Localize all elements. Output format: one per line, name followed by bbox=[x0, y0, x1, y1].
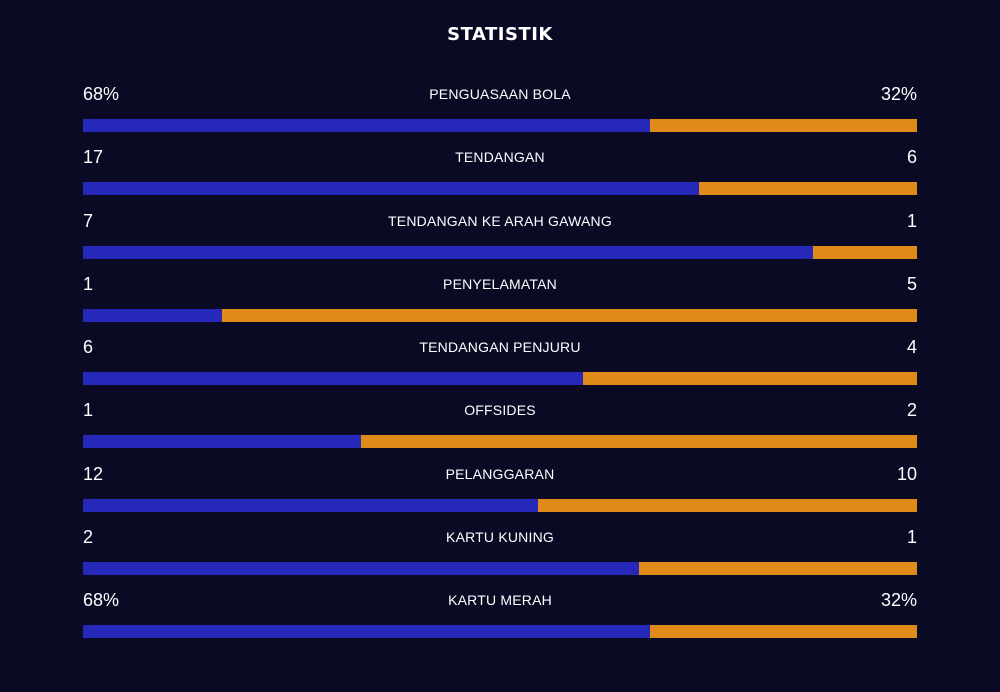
away-bar bbox=[222, 308, 917, 322]
stat-row-red-cards: 68% KARTU MERAH 32% bbox=[83, 586, 917, 649]
home-bar bbox=[83, 435, 361, 449]
away-bar bbox=[812, 245, 917, 259]
stat-label: TENDANGAN KE ARAH GAWANG bbox=[388, 212, 612, 229]
comparison-bar bbox=[83, 308, 917, 322]
home-value: 68% bbox=[83, 590, 120, 611]
home-value: 17 bbox=[83, 147, 104, 168]
away-value: 4 bbox=[906, 337, 917, 358]
home-bar bbox=[83, 562, 640, 576]
away-value: 1 bbox=[906, 527, 917, 548]
comparison-bar bbox=[83, 119, 917, 132]
stat-label: PENYELAMATAN bbox=[443, 275, 557, 292]
home-bar bbox=[83, 245, 813, 259]
home-bar bbox=[83, 308, 223, 322]
stat-row-yellow-cards: 2 KARTU KUNING 1 bbox=[83, 523, 917, 586]
home-value: 68% bbox=[83, 84, 120, 104]
stat-label: KARTU MERAH bbox=[448, 592, 552, 609]
home-bar bbox=[83, 182, 700, 196]
comparison-bar bbox=[83, 625, 917, 639]
home-bar bbox=[83, 625, 651, 639]
home-value: 2 bbox=[83, 527, 94, 548]
stat-label: PENGUASAAN BOLA bbox=[429, 86, 571, 102]
away-bar bbox=[699, 182, 917, 196]
stat-label: PELANGGARAN bbox=[445, 465, 555, 482]
stat-row-shots-on-target: 7 TENDANGAN KE ARAH GAWANG 1 bbox=[83, 207, 917, 270]
away-bar bbox=[650, 119, 917, 132]
away-value: 32% bbox=[880, 590, 917, 611]
away-value: 5 bbox=[906, 273, 917, 294]
stat-row-offsides: 1 OFFSIDES 2 bbox=[83, 396, 917, 459]
away-value: 10 bbox=[896, 463, 917, 484]
stat-label: KARTU KUNING bbox=[446, 529, 554, 546]
home-value: 1 bbox=[83, 400, 94, 421]
comparison-bar bbox=[83, 562, 917, 576]
stat-row-fouls: 12 PELANGGARAN 10 bbox=[83, 460, 917, 523]
comparison-bar bbox=[83, 435, 917, 449]
stats-list: 68% PENGUASAAN BOLA 32% 17 TENDANGAN 6 bbox=[83, 80, 917, 650]
stat-row-shots: 17 TENDANGAN 6 bbox=[83, 143, 917, 206]
away-value: 32% bbox=[880, 84, 917, 104]
stat-row-saves: 1 PENYELAMATAN 5 bbox=[83, 270, 917, 333]
home-value: 6 bbox=[83, 337, 94, 358]
home-value: 7 bbox=[83, 210, 94, 231]
stat-label: TENDANGAN bbox=[455, 149, 545, 166]
away-bar bbox=[583, 372, 917, 386]
away-value: 2 bbox=[906, 400, 917, 421]
stat-label: TENDANGAN PENJURU bbox=[419, 339, 581, 356]
home-bar bbox=[83, 498, 538, 512]
away-bar bbox=[537, 498, 917, 512]
comparison-bar bbox=[83, 182, 917, 196]
away-bar bbox=[650, 625, 917, 639]
home-value: 1 bbox=[83, 273, 94, 294]
away-value: 6 bbox=[906, 147, 917, 168]
stat-row-corners: 6 TENDANGAN PENJURU 4 bbox=[83, 333, 917, 396]
home-bar bbox=[83, 372, 584, 386]
home-bar bbox=[83, 119, 651, 132]
stat-row-possession: 68% PENGUASAAN BOLA 32% bbox=[83, 80, 917, 143]
page-title: STATISTIK bbox=[447, 24, 553, 45]
home-value: 12 bbox=[83, 463, 104, 484]
away-bar bbox=[360, 435, 917, 449]
away-bar bbox=[639, 562, 917, 576]
away-value: 1 bbox=[906, 210, 917, 231]
comparison-bar bbox=[83, 498, 917, 512]
comparison-bar bbox=[83, 372, 917, 386]
stat-label: OFFSIDES bbox=[464, 402, 536, 419]
comparison-bar bbox=[83, 245, 917, 259]
